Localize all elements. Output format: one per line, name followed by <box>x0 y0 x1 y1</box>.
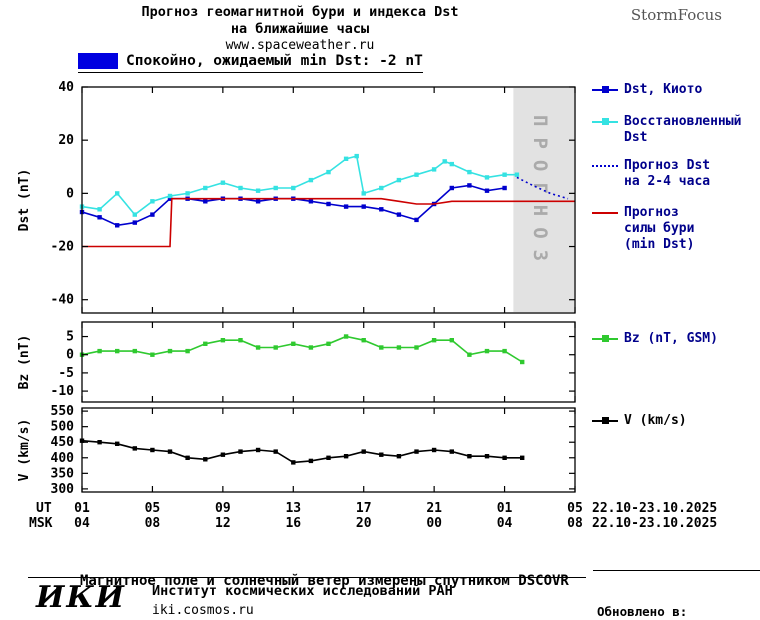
svg-text:550: 550 <box>51 404 75 419</box>
svg-text:0: 0 <box>66 186 74 201</box>
legend-label-forecast-dst: Прогноз Dst на 2-4 часа <box>624 158 711 189</box>
svg-text:22.10-23.10.2025: 22.10-23.10.2025 <box>592 501 717 516</box>
svg-text:01: 01 <box>497 501 513 516</box>
legend-label-restored-dst: Восстановленный Dst <box>624 114 742 145</box>
svg-text:08: 08 <box>145 516 161 531</box>
legend-marker-square <box>602 335 609 342</box>
website-link[interactable]: www.spaceweather.ru <box>225 38 375 53</box>
svg-text:05: 05 <box>145 501 161 516</box>
legend-marker-line <box>592 165 618 167</box>
legend-label-dst-kyoto: Dst, Киото <box>624 82 703 97</box>
svg-text:Dst (nT): Dst (nT) <box>17 169 32 232</box>
svg-text:17: 17 <box>356 501 372 516</box>
legend-label-bz: Bz (nT, GSM) <box>624 331 718 346</box>
svg-text:-10: -10 <box>51 384 75 399</box>
bz-marker-icon <box>592 334 618 344</box>
institute-name: Институт космических исследований РАН <box>152 583 453 599</box>
dst-kyoto-marker-icon <box>592 85 618 95</box>
status-color-swatch <box>78 53 118 69</box>
svg-text:20: 20 <box>58 133 74 148</box>
legend-marker-square <box>602 86 609 93</box>
legend-v: V (km/s) <box>592 413 752 429</box>
institute-block: Институт космических исследований РАН ik… <box>152 583 453 618</box>
svg-text:04: 04 <box>497 516 513 531</box>
svg-text:04: 04 <box>74 516 90 531</box>
svg-text:V (km/s): V (km/s) <box>17 419 32 482</box>
institute-site-link[interactable]: iki.cosmos.ru <box>152 603 254 618</box>
svg-text:MSK: MSK <box>29 516 53 531</box>
divider-right <box>593 570 760 571</box>
svg-text:-20: -20 <box>51 240 75 255</box>
svg-text:350: 350 <box>51 466 75 481</box>
svg-text:5: 5 <box>66 330 74 345</box>
svg-text:20: 20 <box>356 516 372 531</box>
svg-text:00: 00 <box>426 516 442 531</box>
svg-text:0: 0 <box>66 348 74 363</box>
svg-text:-5: -5 <box>58 366 74 381</box>
svg-text:300: 300 <box>51 482 75 497</box>
svg-text:08: 08 <box>567 516 583 531</box>
svg-text:22.10-23.10.2025: 22.10-23.10.2025 <box>592 516 717 531</box>
legend-label-v: V (km/s) <box>624 413 687 428</box>
updated-block: Обновлено в: UT 01:05, 23.10.2025 MSK 04… <box>597 574 755 620</box>
restored-dst-marker-icon <box>592 117 618 127</box>
svg-text:-40: -40 <box>51 293 75 308</box>
iki-logo: ИКИ <box>36 580 126 615</box>
svg-text:400: 400 <box>51 451 75 466</box>
legend-marker-line <box>592 212 618 214</box>
legend-label-storm-strength: Прогноз силы бури (min Dst) <box>624 205 695 252</box>
legend-marker-square <box>602 417 609 424</box>
divider-left <box>28 577 586 578</box>
svg-text:05: 05 <box>567 501 583 516</box>
svg-text:ПРОГНОЗ: ПРОГНОЗ <box>529 115 551 272</box>
svg-text:09: 09 <box>215 501 231 516</box>
legend-storm-strength: Прогноз силы бури (min Dst) <box>592 205 710 253</box>
legend-marker-square <box>602 118 609 125</box>
svg-text:01: 01 <box>74 501 90 516</box>
status-label: Спокойно, ожидаемый min Dst: -2 nT <box>126 53 423 69</box>
chart-title-block: Прогноз геомагнитной бури и индекса Dst … <box>70 4 530 54</box>
svg-text:450: 450 <box>51 435 75 450</box>
svg-text:Bz (nT): Bz (nT) <box>17 335 32 390</box>
legend-dst-kyoto: Dst, Киото <box>592 82 752 98</box>
svg-text:500: 500 <box>51 420 75 435</box>
updated-label: Обновлено в: <box>597 604 688 619</box>
title-line1: Прогноз геомагнитной бури и индекса Dst <box>141 4 459 20</box>
legend-restored-dst: Восстановленный Dst <box>592 114 752 146</box>
brand-stormfocus: StormFocus <box>630 6 722 24</box>
svg-text:13: 13 <box>285 501 301 516</box>
v-marker-icon <box>592 416 618 426</box>
storm-strength-marker-icon <box>592 208 618 218</box>
title-line2: на ближайшие часы <box>230 21 370 37</box>
forecast-dst-marker-icon <box>592 161 618 171</box>
storm-status-row: Спокойно, ожидаемый min Dst: -2 nT <box>78 53 423 73</box>
svg-text:12: 12 <box>215 516 231 531</box>
svg-text:40: 40 <box>58 80 74 95</box>
legend-forecast-dst: Прогноз Dst на 2-4 часа <box>592 158 720 190</box>
svg-text:16: 16 <box>285 516 301 531</box>
svg-text:UT: UT <box>36 501 52 516</box>
legend-bz: Bz (nT, GSM) <box>592 331 752 347</box>
svg-text:21: 21 <box>426 501 442 516</box>
